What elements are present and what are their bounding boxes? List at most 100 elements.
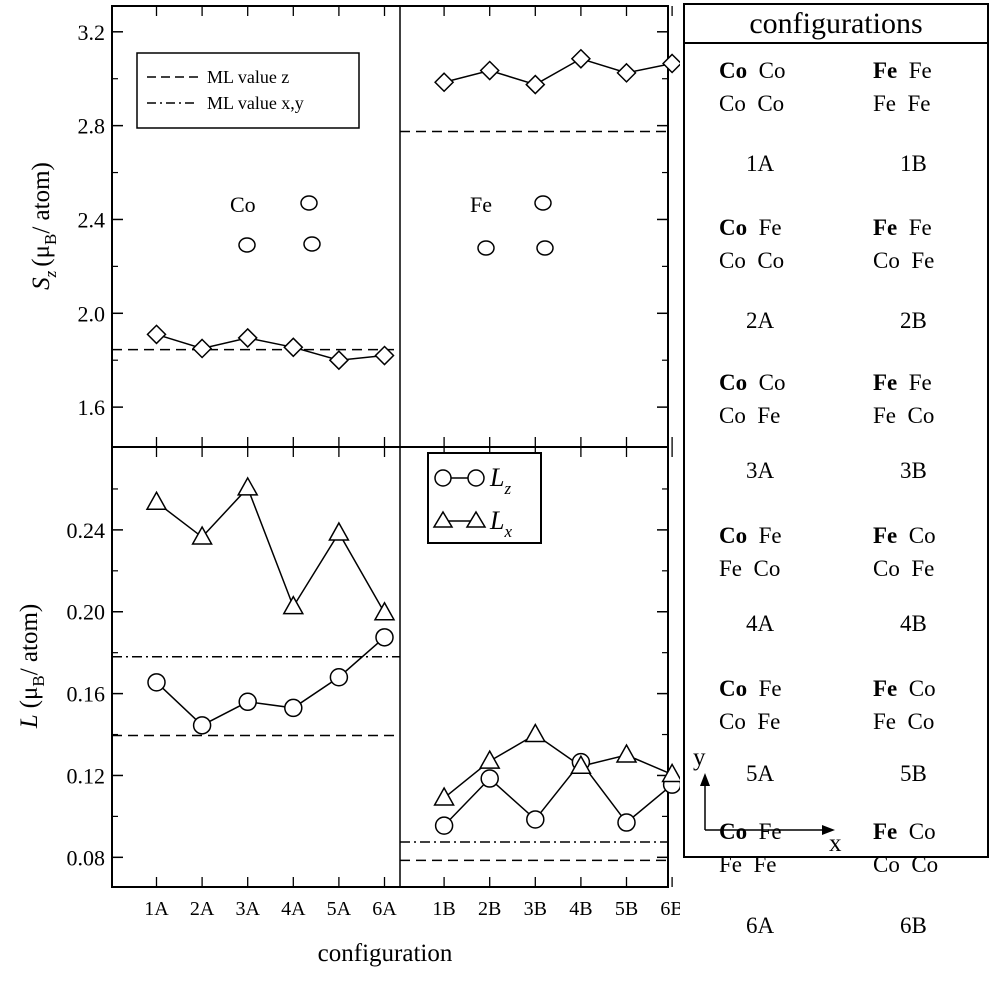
config-reference-atom: Co <box>719 523 748 548</box>
co-atom-top-right <box>300 195 318 211</box>
config-top-row: Co Fe <box>719 524 782 547</box>
lx-point-1A <box>145 490 168 511</box>
lx-point-2B <box>478 749 501 769</box>
x-tick-label-6B: 6B <box>660 898 680 920</box>
x-tick-label-5A: 5A <box>327 898 352 920</box>
axis-ticks: 1.6 2.0 2.4 2.8 3.2 0.08 0.12 0.16 0.20 0.24 1A 2A 3… <box>67 6 680 920</box>
lx-point-6B <box>661 762 680 783</box>
lx-point-4B <box>570 754 592 775</box>
lz-point-5B <box>617 813 636 832</box>
config-id-label: 3B <box>900 458 927 483</box>
lx-point-4A <box>282 595 305 615</box>
lx-point-3A <box>236 476 259 496</box>
y-tick-label: 0.08 <box>67 845 106 870</box>
config-top-row: Fe Fe <box>873 216 932 239</box>
lz-legend-label: Lz <box>489 463 511 498</box>
ml-legend-xy-label: ML value x,y <box>207 93 304 113</box>
config-atom: Fe <box>747 676 782 701</box>
lz-legend-marker-left <box>434 469 452 487</box>
config-id-label: 1B <box>900 151 927 176</box>
lz-legend-marker-right <box>467 469 485 487</box>
x-tick-label-3B: 3B <box>524 898 547 920</box>
lz-line-B <box>443 760 673 827</box>
config-top-row: Co Fe <box>719 677 782 700</box>
config-id-label: 6B <box>900 913 927 938</box>
l-legend-box <box>427 452 542 544</box>
config-top-row: Fe Co <box>873 820 936 843</box>
ml-legend-box <box>136 52 360 129</box>
ml-legend-z-label: ML value z <box>207 67 289 87</box>
config-reference-atom: Fe <box>873 58 898 83</box>
config-bottom-row: Co Fe <box>873 248 935 273</box>
co-atom-bottom-right <box>303 236 321 252</box>
fe-atom-bottom-right <box>536 240 554 256</box>
config-reference-atom: Fe <box>873 215 898 240</box>
y-tick-label: 1.6 <box>78 395 106 420</box>
lx-point-3B <box>524 722 547 743</box>
bottom-panel-frame <box>111 446 669 888</box>
lx-line-A <box>156 486 386 614</box>
sz-line-B <box>443 57 673 86</box>
y-tick-label: 0.12 <box>67 763 106 788</box>
config-bottom-row: Co Co <box>719 248 785 273</box>
y-tick-label: 0.20 <box>67 600 106 625</box>
config-reference-atom: Co <box>719 370 748 395</box>
config-top-row: Co Fe <box>719 820 782 843</box>
config-top-row: Fe Fe <box>873 371 932 394</box>
x-tick-label-1B: 1B <box>432 898 455 920</box>
lz-point-1A <box>147 673 166 692</box>
sz-line-A <box>156 333 385 361</box>
sz-point-5A <box>328 350 349 371</box>
config-bottom-row: Co Fe <box>719 709 781 734</box>
x-tick-label-6A: 6A <box>372 898 397 920</box>
sz-point-3A <box>237 327 258 348</box>
config-atom: Fe <box>747 215 782 240</box>
fe-atom-bottom-left <box>477 240 495 256</box>
bottom-y-axis-title: L(μB/ atom) <box>16 604 48 730</box>
lz-point-1B <box>434 816 454 835</box>
config-top-row: Fe Co <box>873 524 936 547</box>
config-bottom-row: Co Co <box>873 852 939 877</box>
config-id-label: 2B <box>900 308 927 333</box>
config-bottom-row: Co Fe <box>719 403 781 428</box>
x-tick-label-1A: 1A <box>144 898 169 920</box>
lz-point-5A <box>329 667 349 687</box>
x-tick-label-2B: 2B <box>478 898 501 920</box>
x-arrowhead-icon <box>822 825 835 835</box>
config-atom: Fe <box>897 370 932 395</box>
lz-point-3A <box>238 692 257 712</box>
config-id-label: 4A <box>746 611 775 636</box>
config-id-label: 1A <box>746 151 775 176</box>
lz-point-2B <box>480 769 499 788</box>
lx-legend-label: Lx <box>489 506 512 541</box>
lz-line-A <box>155 636 385 727</box>
x-tick-label-3A: 3A <box>235 898 260 920</box>
x-tick-label-2A: 2A <box>190 898 215 920</box>
sz-point-1A <box>146 324 167 345</box>
config-atom: Fe <box>897 58 932 83</box>
top-y-axis-title: Sz(μB/ atom) <box>28 162 60 290</box>
config-top-row: Co Co <box>719 59 785 82</box>
y-tick-label: 0.16 <box>67 682 106 707</box>
fe-label: Fe <box>470 192 492 217</box>
fe-atom-top-right <box>534 195 552 211</box>
config-id-label: 2A <box>746 308 775 333</box>
config-bottom-row: Fe Fe <box>873 91 931 116</box>
x-tick-label-4A: 4A <box>281 898 306 920</box>
config-reference-atom: Co <box>719 819 748 844</box>
lx-point-2A <box>191 525 213 545</box>
lx-line-B <box>443 733 673 799</box>
config-reference-atom: Fe <box>873 819 898 844</box>
lz-point-3B <box>526 810 545 829</box>
config-id-label: 5A <box>746 761 775 786</box>
axis-letter-y: y <box>693 744 706 771</box>
co-atom-bottom-left <box>238 237 256 253</box>
config-bottom-row: Fe Co <box>873 709 935 734</box>
lx-point-6A <box>373 601 396 621</box>
sz-point-2A <box>192 338 213 359</box>
y-tick-label: 3.2 <box>78 20 106 45</box>
ml-legend: ML value z ML value x,y <box>136 52 360 129</box>
sz-point-6B <box>662 53 680 74</box>
config-atom: Fe <box>897 215 932 240</box>
config-atom: Co <box>897 676 936 701</box>
